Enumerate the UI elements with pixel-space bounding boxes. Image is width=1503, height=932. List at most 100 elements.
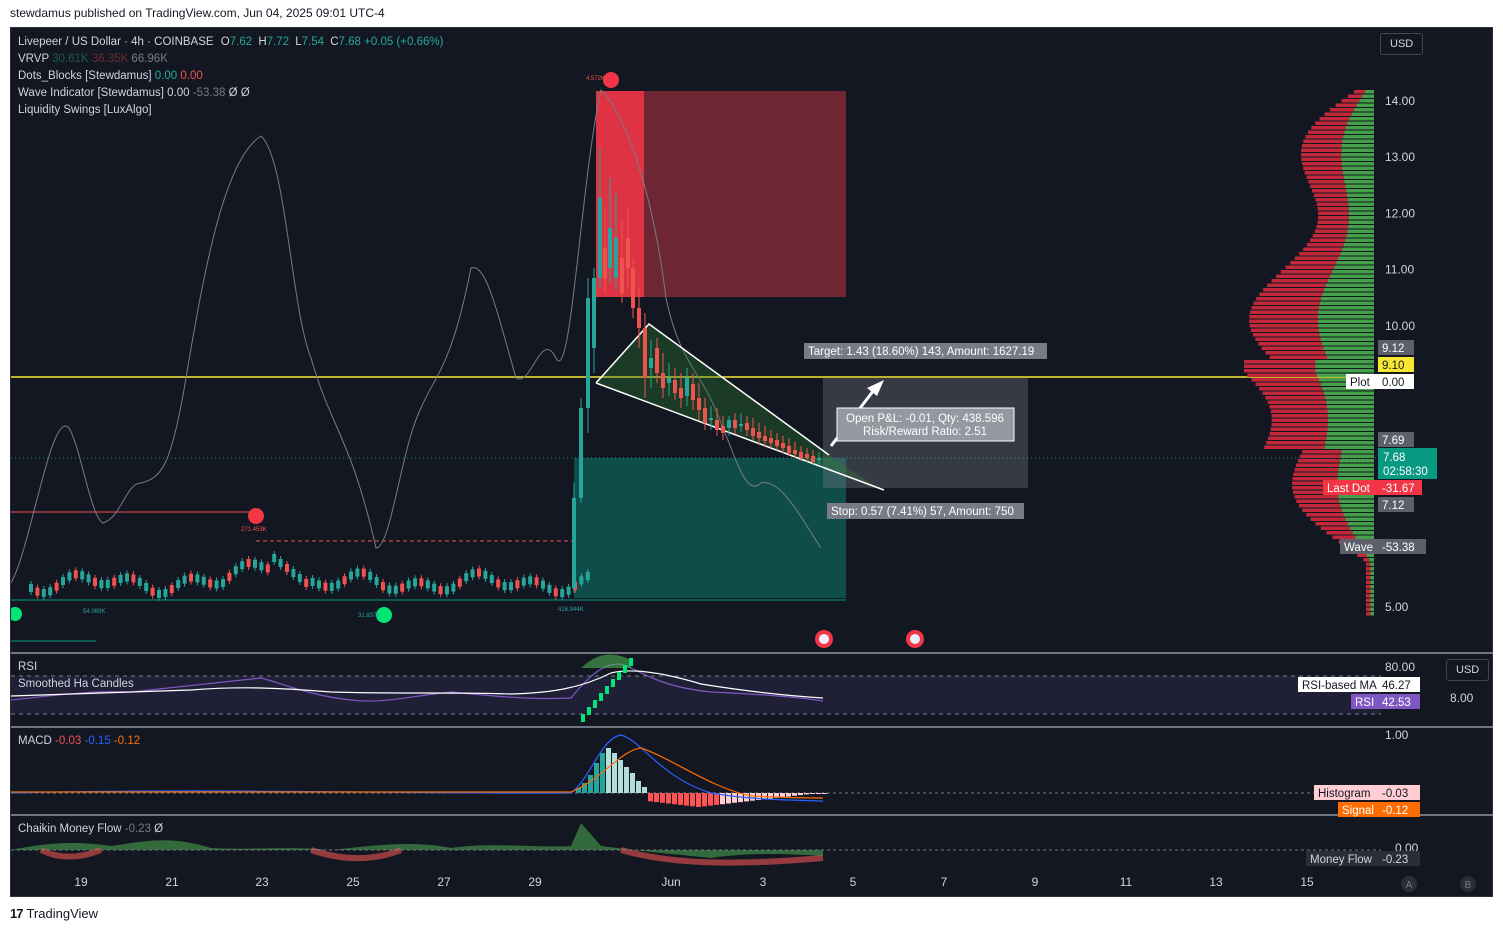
vp-bar-down: [1366, 612, 1371, 616]
candle: [41, 588, 46, 597]
candle: [150, 587, 155, 596]
vp-bar-down: [1366, 603, 1371, 607]
plot-value-tag: 0.00: [1382, 377, 1404, 389]
vp-bar-up: [1319, 301, 1374, 305]
vp-bar-up: [1318, 328, 1374, 332]
candle: [349, 571, 353, 580]
candle: [703, 408, 707, 423]
demand-zone: [574, 458, 846, 598]
ohlc-high-label: H: [258, 36, 267, 48]
vp-bar-down: [1335, 103, 1357, 107]
vp-bar-down: [1366, 585, 1371, 589]
vp-bar-up: [1370, 571, 1374, 575]
vp-bar-down: [1267, 283, 1326, 287]
vp-bar-up: [1370, 576, 1374, 580]
vp-bar-up: [1318, 306, 1374, 310]
vp-bar-up: [1355, 535, 1374, 539]
candle: [477, 568, 481, 577]
ohlc-low: 7.54: [301, 36, 325, 48]
rsi-legend[interactable]: RSI: [18, 661, 37, 673]
vp-bar-up: [1346, 189, 1374, 193]
time-tick: 19: [74, 875, 88, 889]
candle: [620, 258, 624, 293]
vp-bar-down: [1366, 580, 1371, 584]
vp-bar-up: [1324, 445, 1374, 449]
vp-bar-down: [1249, 315, 1318, 319]
cmf-v2: Ø: [154, 823, 164, 835]
ha-candle: [587, 707, 591, 715]
chart-frame[interactable]: 4.572K 271.453K 54.069K 31.837K 416.944K Targ…: [10, 27, 1494, 898]
vp-bar-up: [1343, 243, 1374, 247]
vp-bar-down: [1315, 121, 1348, 125]
vp-bar-down: [1270, 427, 1328, 431]
money-flow-name-tag-bg: [1306, 851, 1378, 866]
ha-legend[interactable]: Smoothed Ha Candles: [18, 678, 134, 690]
last-dot-value-tag: -31.67: [1382, 483, 1415, 495]
dots-legend[interactable]: Dots_Blocks [Stewdamus] 0.00 0.00: [18, 70, 203, 82]
vp-bar-down: [1290, 261, 1337, 265]
vp-bar-down: [1305, 135, 1344, 139]
footer-brand[interactable]: 17 TradingView: [10, 906, 98, 921]
candle: [182, 575, 187, 584]
liq-legend[interactable]: Liquidity Swings [LuxAlgo]: [18, 104, 152, 116]
candle: [112, 577, 117, 586]
vp-bar-up: [1342, 166, 1374, 170]
vp-bar-down: [1255, 382, 1321, 386]
candle: [157, 589, 161, 598]
candle: [285, 564, 289, 572]
chart-canvas[interactable]: 4.572K 271.453K 54.069K 31.837K 416.944K Targ…: [11, 28, 1494, 898]
candle: [67, 572, 72, 581]
macd-hist-down: [702, 793, 707, 807]
macd-hist-down: [684, 793, 689, 806]
vp-bar-down: [1265, 351, 1326, 355]
ha-label: Smoothed Ha Candles: [18, 678, 134, 690]
ohlc-open-label: O: [220, 36, 230, 48]
vp-bar-down: [1244, 360, 1316, 364]
vp-bar-up: [1339, 499, 1374, 503]
vp-bar-up: [1327, 427, 1374, 431]
vp-bar-up: [1346, 234, 1374, 238]
publish-info: stewdamus published on TradingView.com, …: [10, 6, 385, 20]
risk-reward-label: Risk/Reward Ratio: 2.51: [863, 426, 987, 438]
candle: [586, 298, 590, 408]
currency-button[interactable]: USD: [1380, 33, 1424, 55]
macd-hist-down: [774, 793, 779, 798]
vp-bar-up: [1370, 607, 1374, 611]
vp-bar-down: [1326, 531, 1353, 535]
candle: [745, 423, 749, 430]
vp-bar-down: [1253, 301, 1320, 305]
candle: [144, 583, 149, 592]
swing-label-2: 54.069K: [83, 609, 105, 615]
vrvp-legend[interactable]: VRVP 30.61K 36.35K 66.96K: [18, 53, 168, 65]
vp-bar-up: [1327, 405, 1374, 409]
candle: [105, 579, 110, 588]
vp-bar-up: [1347, 121, 1374, 125]
vp-bar-up: [1341, 148, 1374, 152]
vp-bar-down: [1301, 157, 1342, 161]
vp-bar-down: [1316, 202, 1349, 206]
candle: [336, 580, 341, 589]
vp-bar-down: [1259, 387, 1323, 391]
vp-bar-up: [1327, 279, 1374, 283]
wave-legend[interactable]: Wave Indicator [Stewdamus] 0.00 -53.38 Ø…: [18, 87, 250, 99]
candle: [221, 579, 225, 588]
price-tag-769: 7.69: [1382, 435, 1404, 447]
candle: [502, 582, 507, 591]
price-tag-912-bg: [1378, 340, 1414, 355]
vp-bar-down: [1292, 486, 1338, 490]
vp-bar-up: [1323, 346, 1374, 350]
vp-bar-down: [1280, 270, 1333, 274]
vp-bar-up: [1345, 517, 1374, 521]
swing-dot-red: [248, 508, 264, 524]
rsi-currency-button[interactable]: USD: [1446, 659, 1490, 681]
macd-hist-down: [678, 793, 683, 805]
candle: [214, 580, 219, 589]
macd-hist-down: [810, 793, 815, 794]
cmf-legend[interactable]: Chaikin Money Flow -0.23 Ø: [18, 823, 163, 835]
wedge-upper: [595, 322, 830, 456]
vp-bar-down: [1292, 481, 1338, 485]
vp-bar-down: [1294, 256, 1339, 260]
rsi-value-tag: 42.53: [1382, 697, 1411, 709]
macd-legend[interactable]: MACD -0.03 -0.15 -0.12: [18, 735, 140, 747]
vp-bar-up: [1315, 360, 1374, 364]
